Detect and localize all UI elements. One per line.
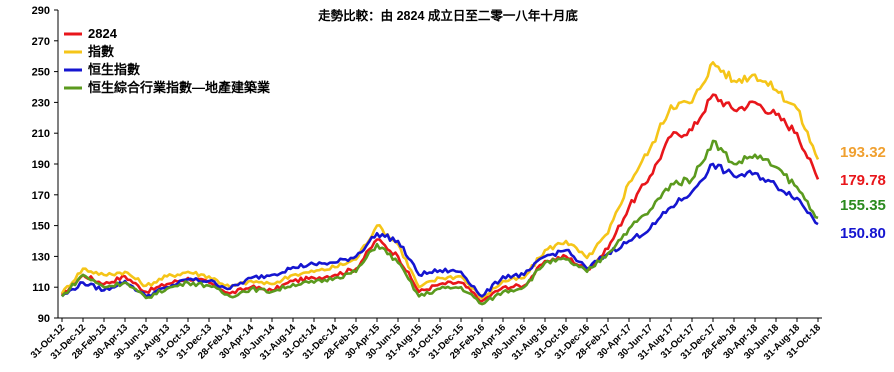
end-value-label: 150.80 xyxy=(840,225,886,242)
y-tick-label: 90 xyxy=(38,313,50,325)
y-tick-label: 250 xyxy=(32,67,50,79)
end-value-label: 179.78 xyxy=(840,172,886,189)
y-tick-label: 270 xyxy=(32,36,50,48)
y-tick-label: 290 xyxy=(32,5,50,17)
legend-label: 恒生指數 xyxy=(88,62,140,77)
y-tick-label: 210 xyxy=(32,128,50,140)
y-tick-label: 190 xyxy=(32,159,50,171)
end-value-label: 155.35 xyxy=(840,197,886,214)
legend-label: 2824 xyxy=(88,26,118,41)
y-axis-ticks: 90 110 130 150 170 190 210 230 250 270 290 xyxy=(32,5,58,325)
legend-label: 指數 xyxy=(88,44,114,59)
y-tick-label: 110 xyxy=(32,282,50,294)
legend-label: 恒生綜合行業指數—地產建築業 xyxy=(88,80,271,95)
y-tick-label: 150 xyxy=(32,221,50,233)
x-axis-ticks: 31-Oct-1231-Dec-1228-Feb-1330-Apr-1330-J… xyxy=(29,318,823,363)
series-line-3 xyxy=(60,139,819,306)
chart-title: 走勢比較：由 2824 成立日至二零一八年十月底 xyxy=(318,8,578,23)
series-line-0 xyxy=(60,93,820,303)
end-value-labels: 179.78 193.32 150.80 155.35 xyxy=(840,144,886,242)
series-line-1 xyxy=(60,61,820,300)
y-tick-label: 130 xyxy=(32,251,50,263)
end-value-label: 193.32 xyxy=(840,144,886,161)
series-lines xyxy=(60,61,820,306)
y-tick-label: 170 xyxy=(32,190,50,202)
y-tick-label: 230 xyxy=(32,97,50,109)
series-line-2 xyxy=(61,162,819,298)
